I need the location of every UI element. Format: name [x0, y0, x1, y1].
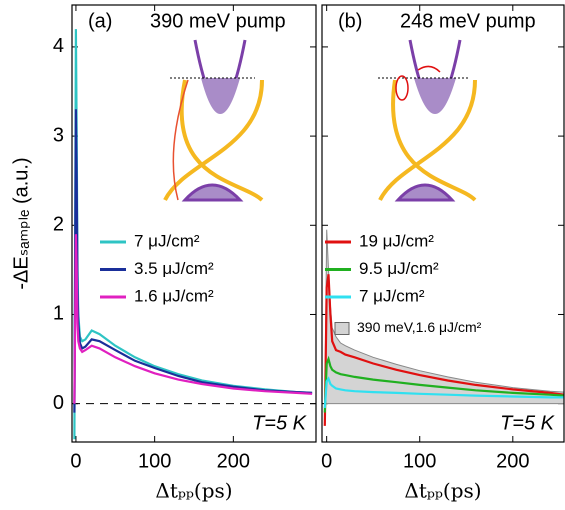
legend-swatch [334, 322, 350, 335]
legend-label: 390 meV,1.6 μJ/cm² [357, 319, 482, 335]
panel-title: 248 meV pump [400, 10, 536, 32]
legend-label: 19 μJ/cm² [359, 231, 434, 250]
inset-b [378, 39, 477, 202]
plot-frame [321, 4, 565, 443]
x-axis-label: Δtₚₚ(ps) [404, 479, 481, 503]
x-tick-label: 0 [321, 450, 332, 472]
panel-label: (b) [338, 10, 362, 32]
line [323, 274, 565, 426]
legend-label: 1.6 μJ/cm² [134, 286, 214, 305]
line [73, 234, 313, 404]
y-tick-label: 1 [53, 303, 64, 325]
inset-a [163, 39, 264, 202]
line [323, 355, 565, 413]
x-tick-label: 100 [403, 450, 436, 472]
panel-label: (a) [88, 10, 112, 32]
y-tick-label: 0 [53, 392, 64, 414]
legend-label: 9.5 μJ/cm² [359, 259, 439, 278]
annotation: T=5 K [500, 412, 556, 434]
y-axis-label: -ΔEₛₐₘₚₗₑ (a.u.) [10, 157, 32, 289]
y-tick-label: 4 [53, 35, 64, 57]
plot-frame [71, 4, 317, 443]
x-axis-label: Δtₚₚ(ps) [155, 479, 232, 503]
y-tick-label: 2 [53, 214, 64, 236]
x-tick-label: 0 [70, 450, 81, 472]
legend-label: 7 μJ/cm² [359, 286, 425, 305]
legend-label: 3.5 μJ/cm² [134, 259, 214, 278]
x-tick-label: 100 [138, 450, 171, 472]
panel-title: 390 meV pump [150, 10, 286, 32]
annotation: T=5 K [252, 412, 308, 434]
legend-label: 7 μJ/cm² [134, 231, 200, 250]
x-tick-label: 200 [217, 450, 250, 472]
line [323, 376, 564, 409]
y-tick-label: 3 [53, 124, 64, 146]
x-tick-label: 200 [496, 450, 529, 472]
